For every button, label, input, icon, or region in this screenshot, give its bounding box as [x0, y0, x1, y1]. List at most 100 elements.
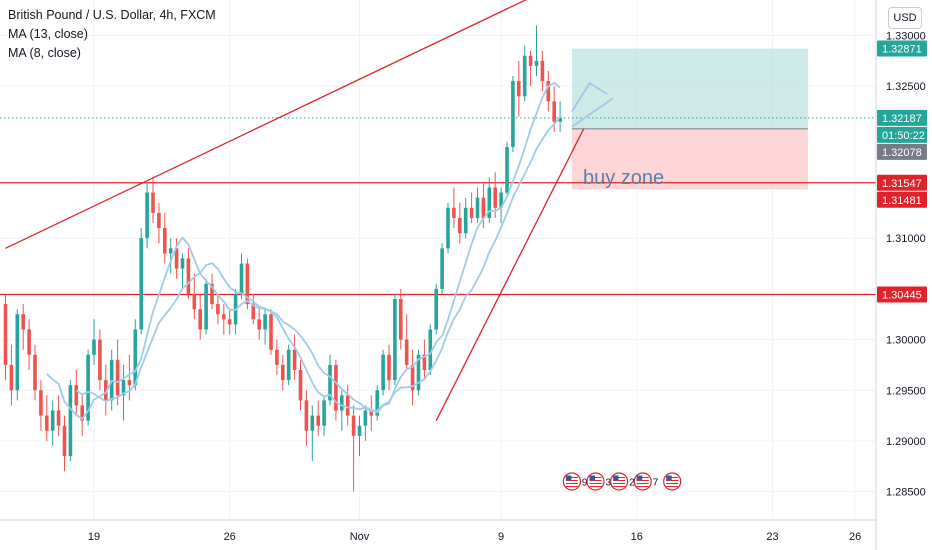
price-label[interactable]: 1.31481 [877, 191, 927, 208]
event-count[interactable]: 2 [629, 477, 635, 488]
price-tick-label: 1.32500 [886, 81, 926, 93]
symbol-title[interactable]: British Pound / U.S. Dollar, 4h, FXCM [8, 8, 216, 22]
price-tick-label: 1.33000 [886, 30, 926, 42]
time-tick-label: 26 [849, 531, 861, 543]
trendline[interactable] [5, 0, 543, 249]
target-zone[interactable] [571, 48, 808, 129]
candle-body [310, 415, 315, 431]
event-count[interactable]: 9 [582, 477, 588, 488]
flag-canton [565, 475, 572, 481]
candle-body [469, 207, 474, 218]
candle-body [56, 410, 61, 426]
candle-body [269, 314, 273, 350]
candle-body [357, 425, 362, 436]
candle-body [363, 410, 368, 426]
candle-body [540, 60, 545, 82]
candle-body [387, 354, 391, 381]
candle-body [33, 354, 37, 391]
candle-body [68, 385, 73, 457]
flag-canton [666, 475, 672, 481]
candle-body [39, 390, 43, 416]
candle-body [92, 339, 96, 355]
candle-body [281, 364, 285, 381]
candle-body [375, 390, 379, 416]
ma-8-line [46, 81, 561, 421]
candle-body [245, 263, 250, 305]
candle-body [174, 248, 179, 269]
price-label[interactable]: 01:50:22 [877, 126, 927, 143]
candle-body [80, 405, 84, 421]
candle-body [334, 364, 338, 411]
candle-body [416, 354, 421, 391]
candle-body [50, 410, 55, 431]
candle-body [151, 192, 155, 213]
candle-body [446, 207, 450, 249]
price-label-text: 01:50:22 [882, 130, 925, 142]
candle-body [292, 349, 297, 370]
time-tick-label: 23 [766, 531, 778, 543]
economic-events[interactable]: 9 3 2 7 [562, 472, 682, 491]
moving-averages [46, 81, 614, 421]
price-label-text: 1.31481 [882, 195, 922, 207]
price-label-bg [877, 109, 927, 126]
candle-body [139, 238, 143, 330]
candle-body [345, 395, 350, 416]
ma-8-legend[interactable]: MA (8, close) [8, 46, 81, 60]
candle-body [381, 354, 385, 391]
candle-body [404, 339, 409, 365]
candle-body [115, 359, 120, 396]
time-tick-label: 16 [631, 531, 643, 543]
candle-body [369, 410, 374, 416]
us-event-flag-icon[interactable] [609, 472, 629, 491]
event-count[interactable]: 7 [653, 477, 659, 488]
candle-body [251, 304, 256, 320]
price-label-bg [877, 40, 927, 57]
price-label[interactable]: 1.31547 [877, 174, 927, 191]
price-label-bg [877, 191, 927, 208]
price-label[interactable]: 1.32871 [877, 40, 927, 57]
candle-body [216, 304, 220, 315]
candle-body [86, 354, 90, 421]
position-zones[interactable] [571, 48, 808, 190]
candle-body [298, 369, 303, 401]
candle-body [475, 197, 480, 218]
flag-canton [613, 475, 619, 481]
price-tick-label: 1.30000 [886, 335, 926, 347]
event-count[interactable]: 3 [606, 477, 612, 488]
us-event-flag-icon[interactable] [633, 472, 652, 491]
currency-button[interactable]: USD [888, 7, 922, 29]
chart-legend: British Pound / U.S. Dollar, 4h, FXCM MA… [8, 6, 216, 63]
candle-body [15, 314, 20, 391]
candle-body [192, 293, 197, 310]
candle-body [3, 304, 8, 365]
candle-body [186, 258, 191, 294]
buy-zone-label[interactable]: buy zone [583, 167, 664, 189]
price-label[interactable]: 1.32078 [877, 143, 927, 160]
price-label[interactable]: 1.30445 [877, 286, 927, 303]
candle-body [198, 309, 202, 330]
trendline[interactable] [435, 128, 585, 421]
candle-body [546, 81, 551, 102]
candle-body [499, 192, 503, 208]
us-event-flag-icon[interactable] [663, 472, 682, 491]
us-event-flag-icon[interactable] [586, 472, 605, 491]
candle-body [505, 146, 509, 193]
candle-body [351, 415, 356, 436]
stop-zone[interactable] [571, 128, 808, 190]
candle-body [21, 314, 25, 330]
candle-body [104, 380, 108, 401]
time-tick-label: 9 [498, 531, 504, 543]
price-label-bg [877, 286, 927, 303]
ma-13-legend[interactable]: MA (13, close) [8, 27, 88, 41]
trendlines[interactable] [5, 0, 585, 421]
candle-body [487, 187, 492, 218]
candle-body [511, 81, 515, 147]
price-label[interactable]: 1.32187 [877, 109, 927, 126]
us-event-flag-icon[interactable] [562, 472, 582, 491]
candle-body [239, 263, 244, 294]
candle-body [210, 283, 214, 305]
candle-body [163, 228, 167, 254]
